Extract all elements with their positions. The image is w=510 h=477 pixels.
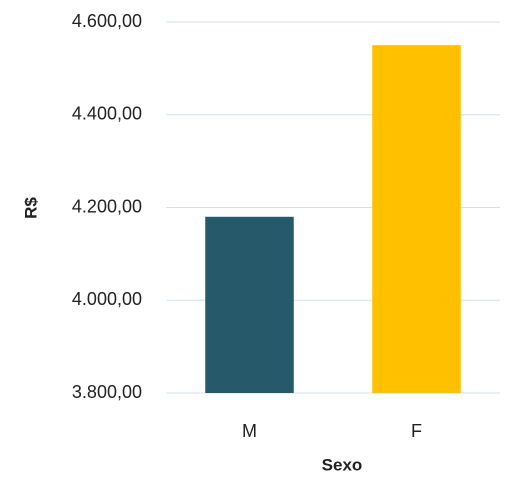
y-tick-label: 4.000,00 [72,289,142,309]
y-tick-label: 4.600,00 [72,11,142,31]
x-tick-label: F [411,421,422,441]
x-axis-title: Sexo [322,455,363,474]
y-axis-title: R$ [21,197,40,219]
y-tick-label: 4.400,00 [72,104,142,124]
bar [205,216,294,393]
bar [372,45,461,393]
y-tick-label: 3.800,00 [72,382,142,402]
x-tick-label: M [242,421,257,441]
y-tick-label: 4.200,00 [72,196,142,216]
